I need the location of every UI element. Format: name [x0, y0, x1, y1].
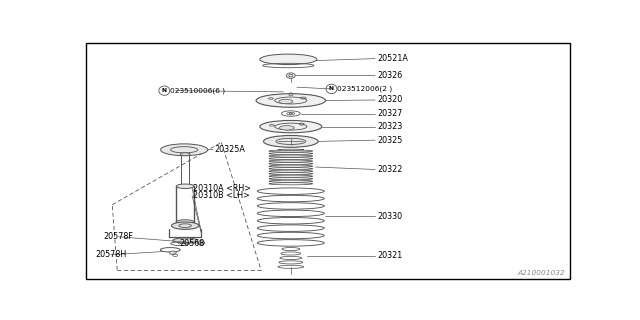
Text: 20330: 20330	[378, 212, 403, 221]
Text: 20521A: 20521A	[378, 54, 408, 63]
Ellipse shape	[278, 149, 304, 150]
Text: 20326: 20326	[378, 71, 403, 80]
Text: 20322: 20322	[378, 165, 403, 174]
Ellipse shape	[289, 113, 292, 114]
Text: 20321: 20321	[378, 251, 403, 260]
Text: 20327: 20327	[378, 109, 403, 118]
Ellipse shape	[161, 144, 208, 156]
Ellipse shape	[172, 222, 199, 229]
Ellipse shape	[260, 120, 322, 133]
Text: N: N	[329, 86, 334, 92]
Text: N: N	[162, 88, 167, 93]
Text: 023512006(2 ): 023512006(2 )	[337, 86, 393, 92]
Ellipse shape	[280, 126, 294, 130]
Text: 20325: 20325	[378, 136, 403, 145]
Ellipse shape	[176, 184, 194, 188]
Ellipse shape	[286, 73, 295, 78]
Text: 20310A <RH>: 20310A <RH>	[193, 184, 251, 193]
Ellipse shape	[169, 251, 176, 254]
Ellipse shape	[173, 238, 198, 243]
Ellipse shape	[256, 94, 326, 107]
Ellipse shape	[279, 99, 292, 104]
Ellipse shape	[264, 135, 318, 147]
Text: 20325A: 20325A	[214, 145, 244, 154]
Ellipse shape	[198, 241, 205, 245]
Text: 20320: 20320	[378, 95, 403, 105]
Ellipse shape	[176, 220, 194, 224]
Text: 20310B <LH>: 20310B <LH>	[193, 191, 250, 200]
Text: 20578H: 20578H	[96, 250, 127, 259]
Ellipse shape	[180, 153, 190, 156]
Text: 20323: 20323	[378, 122, 403, 131]
Text: A210001032: A210001032	[517, 270, 565, 276]
Text: 20578F: 20578F	[104, 232, 134, 241]
Text: 023510006(6 ): 023510006(6 )	[170, 87, 225, 94]
Text: 20568: 20568	[179, 239, 204, 248]
Ellipse shape	[260, 54, 317, 65]
